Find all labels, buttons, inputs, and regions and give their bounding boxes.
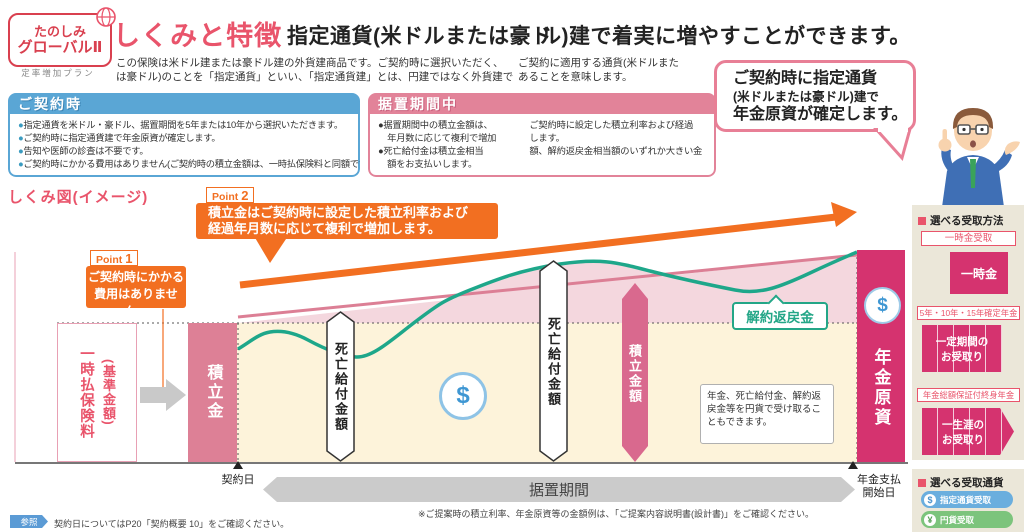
bullet-icon: ● [18,133,24,143]
logo-line2: グローバルⅡ [17,39,103,56]
yen-currency-pill: ¥ 円貨受取 [921,511,1013,528]
methods-header: 選べる受取方法 [918,213,1004,228]
speech-bubble: ご契約時に指定通貨 (米ドルまたは豪ドル)建で 年金原資が確定します。 [714,60,916,132]
lifetime-box: 一生涯の お受取り [922,408,1014,455]
deferment-period-band: 据置期間 [263,477,855,502]
surrender-value-label: 解約返戻金 [732,294,828,330]
method-tag: 年金総額保証付終身年金 [917,388,1020,402]
payment-start-marker [848,461,858,469]
intro-col1-line1: この保険は米ドル建または豪ドル建の外貨建商品です。ご契約時に選択いただく、 [116,57,504,69]
point1-callout: ご契約時にかかる 費用はありません。 [86,266,186,318]
pension-fund-bar: $ 年金原資 [857,250,905,462]
deferment-line: します。 [529,133,565,143]
intro-col1-line2: は豪ドル)のことを「指定通貨」といい、「指定通貨建」とは、円建ではなく外貨建で [116,71,514,83]
design-footnote: ※ご提案時の積立利率、年金原資等の金額例は、「ご提案内容説明書(設計書)」をご確… [418,509,815,519]
bullet-icon: ● [18,120,24,130]
deferment-line: 額をお支払いします。 [378,159,478,169]
contract-bullet: 指定通貨を米ドル・豪ドル、据置期間を5年または10年から選択いただきます。 [23,120,343,130]
headline-left: 指定通貨(米ドルまたは豪ド [287,25,553,48]
point2-tag: Point 2 [206,187,255,203]
dollar-icon: $ [864,287,901,324]
square-bullet-icon [918,216,926,225]
bullet-icon: ● [18,146,24,156]
bullet-icon: ● [18,159,24,169]
premium-sublabel: (基準金額) [101,359,116,426]
accumulation-bar-label: 積立金 [204,364,222,421]
deferment-line: ●死亡給付金は積立金相当 [378,146,484,156]
reference-badge: 参照 [10,515,48,528]
deferment-box: 据置期間中 ●据置期間中の積立金額は、 年月数に応じて複利で増加 ●死亡給付金は… [368,93,716,177]
bubble-line3: 年金原資が確定します。 [733,106,908,123]
point2-pointer [254,236,288,263]
deferment-line: ●据置期間中の積立金額は、 [378,120,493,130]
diagram-caption: しくみ図(イメージ) [8,189,149,206]
deferment-line: 額、解約返戻金相当額のいずれか大きい金 [529,146,703,156]
deferment-box-title: 据置期間中 [368,93,716,114]
logo-subtitle: 定率増加プラン [21,68,95,78]
contract-box-title: ご契約時 [8,93,360,114]
logo-line1: たのしみ [33,24,86,39]
premium-transfer-arrow [140,379,186,411]
contract-bullet: 告知や医師の診査は不要です。 [23,146,149,156]
point1-tag: Point 1 [90,250,139,266]
dollar-icon: $ [439,372,487,420]
contract-bullet: ご契約時にかかる費用はありません(ご契約時の積立金額は、一時払保険料と同額です)… [23,159,360,169]
product-logo: たのしみ グローバルⅡ [8,7,116,67]
speech-bubble-tail [873,128,912,162]
point2-callout: 積立金はご契約時に設定した積立利率および 経過年月数に応じて複利で増加します。 [196,203,498,239]
intro-col2-line2: あることを意味します。 [518,71,633,83]
bubble-line1: ご契約時に指定通貨 [733,70,878,87]
yen-receipt-note: 年金、死亡給付金、解約返戻金等を円貨で受け取ることもできます。 [700,384,834,444]
headline-right: ル)建で着実に増やすことができます。 [540,25,911,48]
fixed-period-box: 一定期間の お受取り [922,325,1002,372]
deferment-line: ご契約時に設定した積立利率および経過 [529,120,694,130]
contract-bullet: ご契約時に指定通貨建で年金原資が確定します。 [23,133,221,143]
accumulation-amount-label: 積立金額 [627,344,642,404]
dollar-icon: $ [924,493,936,506]
lump-sum-box: 一時金 [950,252,1008,294]
death-benefit-label: 死亡給付金額 [333,342,348,432]
receipt-methods-panel: 選べる受取方法 一時金受取 一時金 5年・10年・15年確定年金 一定期間の お… [912,205,1024,460]
point1-connector [159,309,167,400]
accumulation-bar: 積立金 [188,323,237,462]
receipt-currency-panel: 選べる受取通貨 $ 指定通貨受取 ¥ 円貨受取 [912,469,1024,532]
designated-currency-pill: $ 指定通貨受取 [921,491,1013,508]
premium-label: 一時払保険料 [78,346,94,439]
advisor-illustration [938,108,1020,207]
intro-col2-line1: ご契約に適用する通貨(米ドルまた [518,57,679,69]
currency-header: 選べる受取通貨 [918,475,1004,490]
page-title: しくみと特徴 [113,21,283,51]
method-tag: 5年・10年・15年確定年金 [917,306,1020,320]
payment-start-label: 年金支払 開始日 [857,474,901,499]
method-tag: 一時金受取 [921,231,1016,246]
yen-icon: ¥ [924,513,936,526]
pension-fund-label: 年金原資 [871,347,891,428]
contract-date-marker [233,461,243,469]
contract-box: ご契約時 ●指定通貨を米ドル・豪ドル、据置期間を5年または10年から選択いただき… [8,93,360,177]
bubble-line2: (米ドルまたは豪ドル)建で [733,90,879,104]
deferment-line: 年月数に応じて複利で増加 [378,133,497,143]
contract-date-label: 契約日 [221,474,255,486]
square-bullet-icon [918,478,926,487]
reference-footnote: 契約日についてはP20「契約概要 10」をご確認ください。 [54,519,290,529]
death-benefit-label: 死亡給付金額 [546,317,561,407]
premium-box: 一時払保険料 (基準金額) [57,323,137,462]
globe-icon [96,7,116,27]
